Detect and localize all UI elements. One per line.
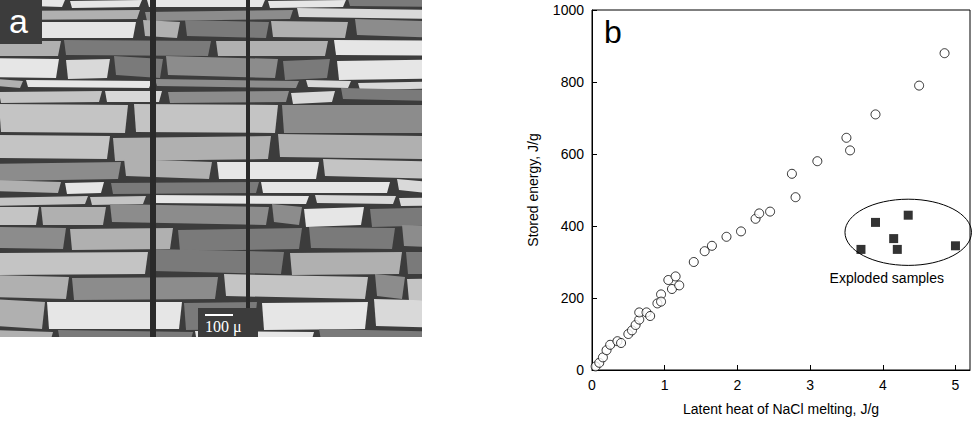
svg-text:0: 0 <box>576 362 584 378</box>
svg-text:Stored energy, J/g: Stored energy, J/g <box>525 133 541 246</box>
svg-text:100 μ: 100 μ <box>205 318 242 336</box>
svg-text:Exploded samples: Exploded samples <box>830 270 944 286</box>
svg-text:4: 4 <box>879 377 887 393</box>
svg-text:3: 3 <box>806 377 814 393</box>
svg-text:200: 200 <box>561 290 585 306</box>
svg-text:1000: 1000 <box>553 2 584 18</box>
svg-text:1: 1 <box>661 377 669 393</box>
svg-text:400: 400 <box>561 218 585 234</box>
svg-text:5: 5 <box>952 377 960 393</box>
svg-text:Latent heat of NaCl melting, J: Latent heat of NaCl melting, J/g <box>683 401 879 417</box>
svg-text:a: a <box>9 2 28 40</box>
svg-text:b: b <box>604 14 622 50</box>
svg-text:2: 2 <box>733 377 741 393</box>
svg-text:800: 800 <box>561 74 585 90</box>
svg-text:600: 600 <box>561 146 585 162</box>
svg-text:0: 0 <box>588 377 596 393</box>
